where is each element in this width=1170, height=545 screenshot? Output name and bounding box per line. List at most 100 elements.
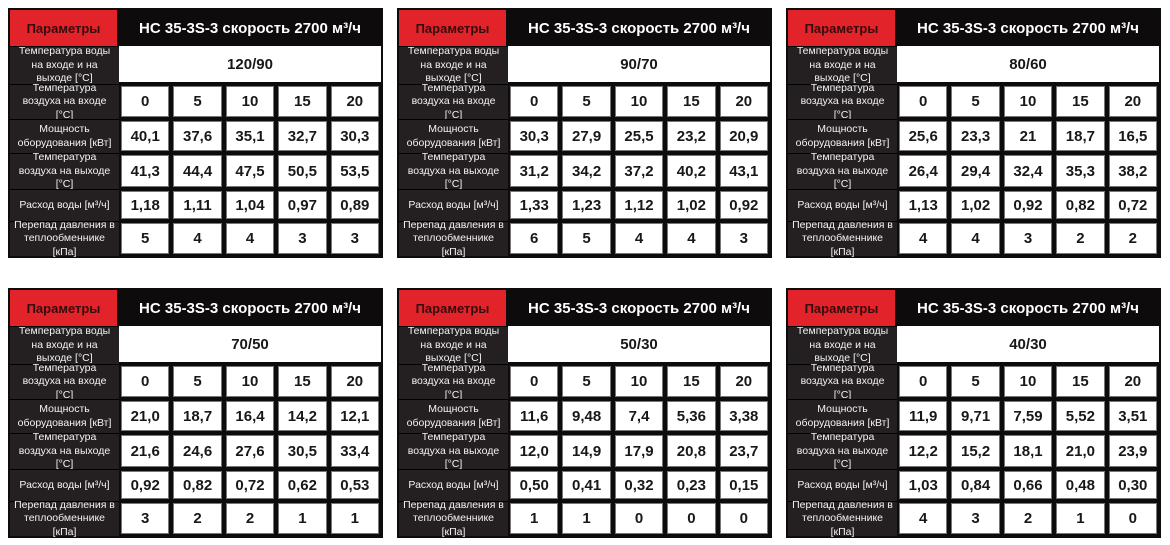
power-value: 12,1: [330, 401, 379, 431]
row-label-air-out: Температура воздуха на выходе [°C]: [399, 151, 508, 190]
air-out-value: 17,9: [614, 435, 664, 467]
flow-value: 1,18: [121, 191, 170, 219]
row-label-pressure: Перепад давления в теплообменнике [кПа]: [399, 499, 508, 538]
air-in-value: 20: [1108, 366, 1157, 397]
row-label-power: Мощность оборудования [кВт]: [399, 119, 508, 153]
row-label-flow: Расход воды [м³/ч]: [10, 469, 119, 501]
pressure-value: 4: [899, 223, 948, 254]
air-out-value: 31,2: [510, 155, 559, 187]
flow-value: 1,13: [899, 191, 948, 219]
pressure-value: 1: [330, 503, 379, 534]
flow-value: 0,92: [719, 191, 768, 219]
power-value: 14,2: [278, 401, 327, 431]
water-temp-value: 50/30: [508, 326, 770, 364]
spec-table: Параметры НС 35-3S-3 скорость 2700 м³/ч …: [397, 288, 772, 538]
air-out-value: 43,1: [719, 155, 768, 187]
pressure-value: 3: [719, 223, 768, 254]
params-header-cell: Параметры: [788, 290, 897, 326]
flow-value: 0,92: [121, 471, 170, 499]
power-value: 7,59: [1003, 401, 1053, 431]
air-in-value: 10: [225, 86, 275, 117]
row-label-air-out: Температура воздуха на выходе [°C]: [788, 151, 897, 190]
pressure-value: 3: [121, 503, 170, 534]
pressure-value: 1: [562, 503, 611, 534]
row-label-air-in: Температура воздуха на входе [°C]: [10, 362, 119, 401]
pressure-value: 2: [1056, 223, 1105, 254]
row-label-air-in: Температура воздуха на входе [°C]: [10, 82, 119, 121]
table-title: НС 35-3S-3 скорость 2700 м³/ч: [508, 290, 770, 326]
air-out-value: 14,9: [562, 435, 611, 467]
row-label-water-temp: Температура воды на входе и на выходе [°…: [788, 45, 897, 84]
air-in-value: 10: [1003, 86, 1053, 117]
air-out-value: 41,3: [121, 155, 170, 187]
flow-value: 0,32: [614, 471, 664, 499]
pressure-value: 5: [562, 223, 611, 254]
flow-value: 0,82: [173, 471, 222, 499]
air-in-value: 15: [1056, 366, 1105, 397]
pressure-value: 3: [278, 223, 327, 254]
flow-value: 0,84: [951, 471, 1000, 499]
row-label-flow: Расход воды [м³/ч]: [399, 469, 508, 501]
pressure-value: 4: [173, 223, 222, 254]
air-in-value: 20: [719, 366, 768, 397]
flow-value: 0,92: [1003, 191, 1053, 219]
air-out-value: 33,4: [330, 435, 379, 467]
air-out-value: 15,2: [951, 435, 1000, 467]
pressure-value: 5: [121, 223, 170, 254]
power-value: 30,3: [510, 121, 559, 151]
air-out-value: 24,6: [173, 435, 222, 467]
air-out-value: 44,4: [173, 155, 222, 187]
params-header-cell: Параметры: [399, 10, 508, 46]
row-label-power: Мощность оборудования [кВт]: [399, 399, 508, 433]
spec-table: Параметры НС 35-3S-3 скорость 2700 м³/ч …: [8, 288, 383, 538]
power-value: 11,6: [510, 401, 559, 431]
power-value: 27,9: [562, 121, 611, 151]
air-in-value: 10: [225, 366, 275, 397]
power-value: 25,6: [899, 121, 948, 151]
air-in-value: 15: [667, 86, 716, 117]
power-value: 30,3: [330, 121, 379, 151]
row-label-water-temp: Температура воды на входе и на выходе [°…: [10, 45, 119, 84]
row-label-air-in: Температура воздуха на входе [°C]: [788, 362, 897, 401]
air-in-value: 5: [951, 86, 1000, 117]
pressure-value: 3: [330, 223, 379, 254]
table-title: НС 35-3S-3 скорость 2700 м³/ч: [119, 290, 381, 326]
power-value: 5,52: [1056, 401, 1105, 431]
row-label-air-in: Температура воздуха на входе [°C]: [399, 82, 508, 121]
pressure-value: 1: [278, 503, 327, 534]
power-value: 7,4: [614, 401, 664, 431]
water-temp-value: 120/90: [119, 46, 381, 84]
power-value: 9,48: [562, 401, 611, 431]
water-temp-value: 70/50: [119, 326, 381, 364]
power-value: 3,38: [719, 401, 768, 431]
pressure-value: 2: [1003, 503, 1053, 534]
air-out-value: 53,5: [330, 155, 379, 187]
row-label-air-out: Температура воздуха на выходе [°C]: [10, 151, 119, 190]
row-label-air-out: Температура воздуха на выходе [°C]: [788, 431, 897, 470]
power-value: 37,6: [173, 121, 222, 151]
row-label-flow: Расход воды [м³/ч]: [399, 189, 508, 221]
spec-table: Параметры НС 35-3S-3 скорость 2700 м³/ч …: [786, 288, 1161, 538]
power-value: 35,1: [225, 121, 275, 151]
pressure-value: 4: [667, 223, 716, 254]
power-value: 18,7: [173, 401, 222, 431]
air-out-value: 12,0: [510, 435, 559, 467]
air-out-value: 23,7: [719, 435, 768, 467]
air-in-value: 10: [614, 86, 664, 117]
row-label-pressure: Перепад давления в теплообменнике [кПа]: [788, 499, 897, 538]
air-in-value: 15: [278, 86, 327, 117]
flow-value: 1,02: [951, 191, 1000, 219]
water-temp-value: 40/30: [897, 326, 1159, 364]
flow-value: 0,41: [562, 471, 611, 499]
power-value: 40,1: [121, 121, 170, 151]
air-in-value: 0: [899, 366, 948, 397]
flow-value: 0,97: [278, 191, 327, 219]
row-label-water-temp: Температура воды на входе и на выходе [°…: [10, 325, 119, 364]
row-label-flow: Расход воды [м³/ч]: [788, 189, 897, 221]
air-in-value: 0: [121, 366, 170, 397]
flow-value: 1,23: [562, 191, 611, 219]
pressure-value: 2: [225, 503, 275, 534]
power-value: 25,5: [614, 121, 664, 151]
pressure-value: 2: [173, 503, 222, 534]
